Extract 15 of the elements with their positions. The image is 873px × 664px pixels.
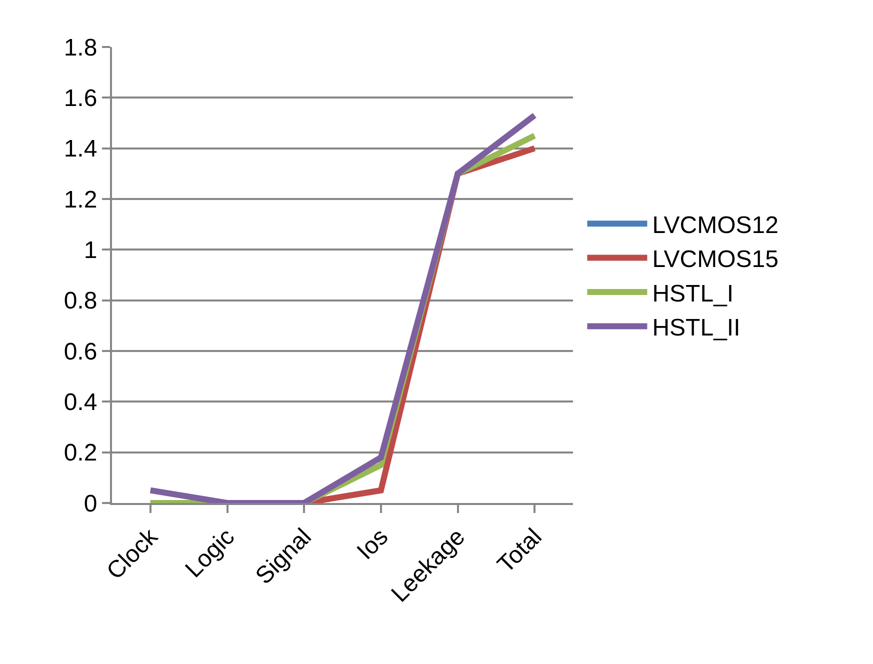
y-tick-label: 1.4 xyxy=(64,136,98,163)
legend-label: LVCMOS15 xyxy=(652,246,778,274)
legend-label: HSTL_II xyxy=(652,314,740,342)
y-tick-label: 1 xyxy=(84,237,98,264)
y-tick-label: 0 xyxy=(84,490,98,518)
y-tick-label: 1.2 xyxy=(64,186,98,214)
y-tick-label: 1.6 xyxy=(64,85,98,112)
y-tick-label: 0.6 xyxy=(64,338,98,366)
legend-label: LVCMOS12 xyxy=(652,212,778,239)
y-tick-label: 1.8 xyxy=(64,34,98,62)
y-tick-label: 0.4 xyxy=(64,389,98,416)
legend-label: HSTL_I xyxy=(652,280,734,308)
y-tick-label: 0.8 xyxy=(64,288,98,315)
y-tick-label: 0.2 xyxy=(64,440,98,467)
x-tick-label: Ios xyxy=(352,523,394,566)
